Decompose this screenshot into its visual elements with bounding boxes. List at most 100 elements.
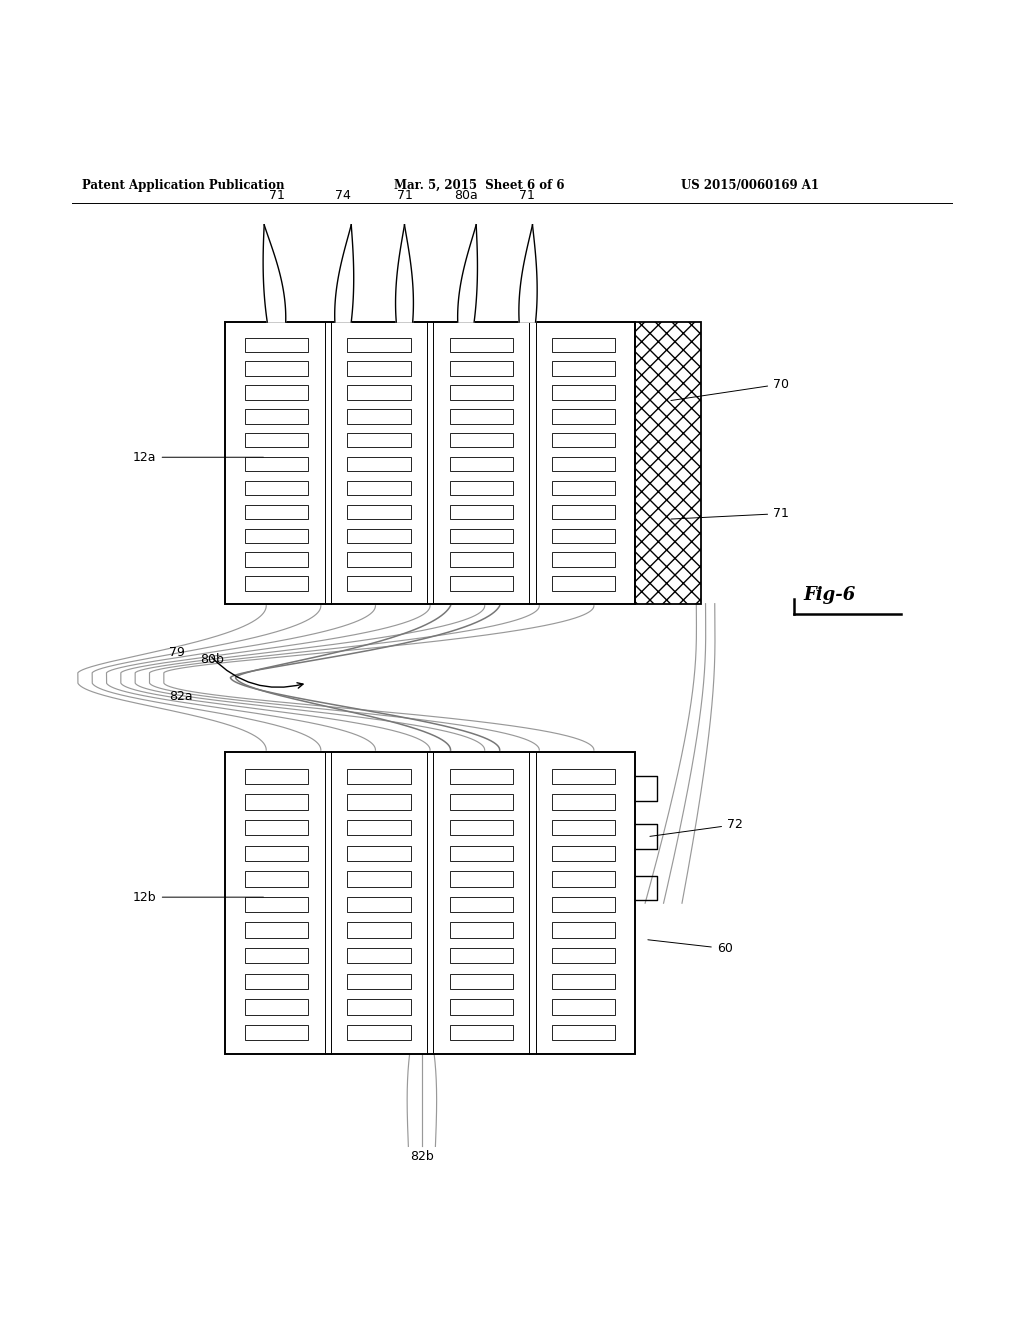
- Bar: [347, 528, 411, 543]
- Bar: [245, 577, 308, 590]
- Bar: [552, 974, 615, 989]
- Bar: [245, 457, 308, 471]
- Bar: [347, 871, 411, 887]
- Text: 80b: 80b: [200, 653, 223, 667]
- Bar: [347, 846, 411, 861]
- Bar: [347, 504, 411, 519]
- Bar: [450, 820, 513, 836]
- Bar: [245, 999, 308, 1015]
- Bar: [347, 457, 411, 471]
- Bar: [450, 552, 513, 566]
- Bar: [245, 1024, 308, 1040]
- Bar: [450, 362, 513, 376]
- Bar: [450, 795, 513, 809]
- Bar: [450, 457, 513, 471]
- Bar: [245, 768, 308, 784]
- Bar: [245, 338, 308, 352]
- Bar: [347, 433, 411, 447]
- Text: US 2015/0060169 A1: US 2015/0060169 A1: [681, 180, 819, 191]
- Bar: [552, 999, 615, 1015]
- Bar: [450, 433, 513, 447]
- Bar: [347, 552, 411, 566]
- Bar: [635, 322, 701, 603]
- Text: Fig-6: Fig-6: [804, 586, 856, 603]
- Bar: [552, 923, 615, 937]
- Bar: [225, 752, 635, 1055]
- Bar: [552, 433, 615, 447]
- Bar: [450, 409, 513, 424]
- Bar: [347, 768, 411, 784]
- Bar: [347, 999, 411, 1015]
- Text: 80a: 80a: [454, 189, 478, 202]
- Bar: [225, 322, 635, 603]
- Bar: [450, 846, 513, 861]
- Bar: [552, 362, 615, 376]
- Bar: [450, 768, 513, 784]
- Bar: [347, 795, 411, 809]
- Bar: [347, 338, 411, 352]
- Bar: [347, 1024, 411, 1040]
- Text: 71: 71: [671, 507, 790, 520]
- Bar: [552, 820, 615, 836]
- Bar: [347, 362, 411, 376]
- Text: 70: 70: [671, 378, 790, 400]
- Bar: [552, 457, 615, 471]
- Bar: [450, 338, 513, 352]
- Bar: [245, 385, 308, 400]
- Bar: [450, 480, 513, 495]
- Bar: [450, 1024, 513, 1040]
- Polygon shape: [458, 224, 477, 322]
- Text: Mar. 5, 2015  Sheet 6 of 6: Mar. 5, 2015 Sheet 6 of 6: [394, 180, 565, 191]
- Text: Patent Application Publication: Patent Application Publication: [82, 180, 285, 191]
- Bar: [552, 577, 615, 590]
- Polygon shape: [395, 224, 414, 322]
- Bar: [450, 896, 513, 912]
- Bar: [450, 504, 513, 519]
- Bar: [552, 768, 615, 784]
- Bar: [450, 871, 513, 887]
- Text: 71: 71: [519, 189, 536, 202]
- Bar: [347, 577, 411, 590]
- Bar: [245, 433, 308, 447]
- Bar: [347, 896, 411, 912]
- Bar: [450, 385, 513, 400]
- Text: 82b: 82b: [410, 1150, 434, 1163]
- Polygon shape: [519, 224, 538, 322]
- Bar: [450, 974, 513, 989]
- Bar: [245, 923, 308, 937]
- Bar: [450, 577, 513, 590]
- Bar: [347, 820, 411, 836]
- Bar: [245, 896, 308, 912]
- Text: 79: 79: [169, 645, 185, 659]
- Bar: [552, 528, 615, 543]
- Bar: [552, 948, 615, 964]
- Bar: [245, 948, 308, 964]
- Text: 71: 71: [396, 189, 413, 202]
- Bar: [552, 338, 615, 352]
- Polygon shape: [335, 224, 353, 322]
- Bar: [245, 871, 308, 887]
- Text: 72: 72: [650, 818, 743, 837]
- Bar: [347, 409, 411, 424]
- Bar: [552, 871, 615, 887]
- Text: 12b: 12b: [133, 891, 263, 904]
- Bar: [552, 846, 615, 861]
- Bar: [347, 385, 411, 400]
- Bar: [552, 409, 615, 424]
- Bar: [450, 999, 513, 1015]
- Bar: [245, 795, 308, 809]
- Text: 74: 74: [335, 189, 351, 202]
- Bar: [552, 896, 615, 912]
- Bar: [552, 552, 615, 566]
- Text: 82a: 82a: [169, 690, 193, 702]
- Bar: [552, 504, 615, 519]
- Bar: [450, 923, 513, 937]
- Bar: [245, 362, 308, 376]
- Bar: [552, 480, 615, 495]
- Bar: [245, 552, 308, 566]
- Bar: [450, 948, 513, 964]
- Bar: [245, 480, 308, 495]
- Polygon shape: [263, 224, 286, 322]
- Bar: [347, 948, 411, 964]
- Bar: [245, 504, 308, 519]
